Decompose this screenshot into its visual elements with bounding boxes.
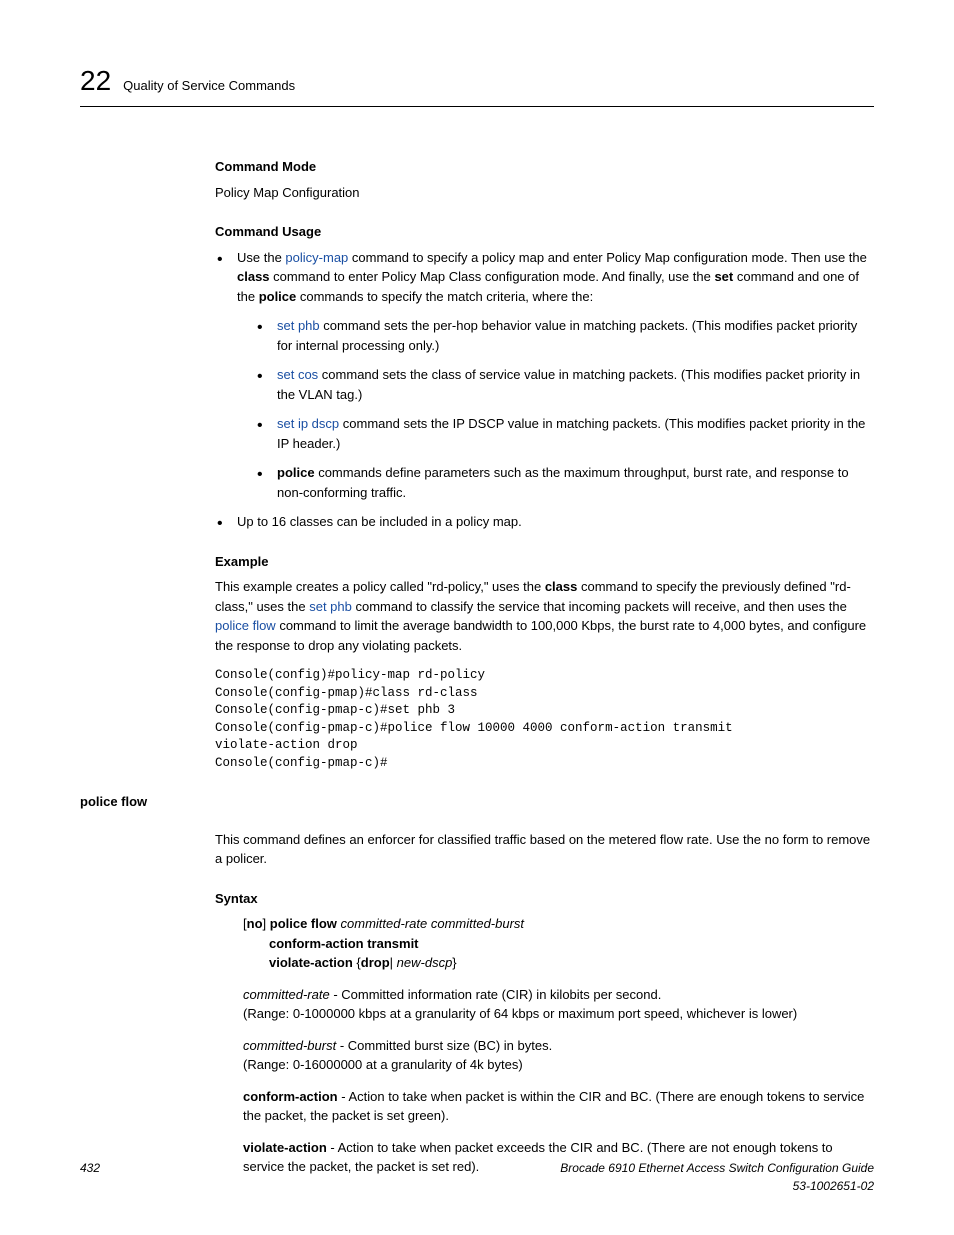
header-title: Quality of Service Commands: [123, 76, 295, 96]
chapter-number: 22: [80, 60, 111, 102]
text: commands define parameters such as the m…: [277, 465, 849, 500]
police-flow-link[interactable]: police flow: [215, 618, 276, 633]
param-committed-burst: committed-burst - Committed burst size (…: [243, 1036, 874, 1075]
text: command to specify a policy map and ente…: [348, 250, 867, 265]
syntax-block: [no] police flow committed-rate committe…: [243, 914, 874, 973]
sub-item: police commands define parameters such a…: [255, 463, 874, 502]
text: class: [237, 269, 270, 284]
police-flow-content: This command defines an enforcer for cla…: [215, 830, 874, 1177]
param-range: (Range: 0-16000000 at a granularity of 4…: [243, 1057, 523, 1072]
text: police flow: [270, 916, 337, 931]
param-committed-rate: committed-rate - Committed information r…: [243, 985, 874, 1024]
set-ip-dscp-link[interactable]: set ip dscp: [277, 416, 339, 431]
text: no: [247, 916, 263, 931]
text: command sets the per-hop behavior value …: [277, 318, 857, 353]
text: commands to specify the match criteria, …: [296, 289, 593, 304]
usage-item-2: Up to 16 classes can be included in a po…: [215, 512, 874, 532]
text: police: [259, 289, 297, 304]
syntax-line-3: violate-action {drop| new-dscp}: [269, 953, 874, 973]
page-number: 432: [80, 1159, 100, 1195]
text: drop: [361, 955, 390, 970]
policy-map-link[interactable]: policy-map: [285, 250, 348, 265]
param-name: committed-rate: [243, 987, 330, 1002]
command-mode-text: Policy Map Configuration: [215, 183, 874, 203]
text: command sets the IP DSCP value in matchi…: [277, 416, 865, 451]
main-content: Command Mode Policy Map Configuration Co…: [215, 157, 874, 772]
page-footer: 432 Brocade 6910 Ethernet Access Switch …: [80, 1159, 874, 1195]
sub-item: set ip dscp command sets the IP DSCP val…: [255, 414, 874, 453]
footer-title: Brocade 6910 Ethernet Access Switch Conf…: [560, 1159, 874, 1177]
syntax-heading: Syntax: [215, 889, 874, 909]
set-phb-link-2[interactable]: set phb: [309, 599, 352, 614]
sub-item: set cos command sets the class of servic…: [255, 365, 874, 404]
text: set: [714, 269, 733, 284]
example-code: Console(config)#policy-map rd-policy Con…: [215, 667, 874, 772]
text: ]: [263, 916, 270, 931]
syntax-line-1: [no] police flow committed-rate committe…: [243, 914, 874, 934]
text: class: [545, 579, 578, 594]
set-phb-link[interactable]: set phb: [277, 318, 320, 333]
param-name: conform-action: [243, 1089, 338, 1104]
param-desc: - Committed information rate (CIR) in ki…: [330, 987, 662, 1002]
command-mode-heading: Command Mode: [215, 157, 874, 177]
param-name: violate-action: [243, 1140, 327, 1155]
syntax-line-2: conform-action transmit: [269, 934, 874, 954]
param-name: committed-burst: [243, 1038, 336, 1053]
command-usage-heading: Command Usage: [215, 222, 874, 242]
text: new-dscp: [397, 955, 453, 970]
param-desc: - Committed burst size (BC) in bytes.: [336, 1038, 552, 1053]
text: command sets the class of service value …: [277, 367, 860, 402]
text: police: [277, 465, 315, 480]
param-conform-action: conform-action - Action to take when pac…: [243, 1087, 874, 1126]
police-flow-heading: police flow: [80, 792, 874, 812]
police-flow-intro: This command defines an enforcer for cla…: [215, 830, 874, 869]
text: command to classify the service that inc…: [352, 599, 847, 614]
page-header: 22 Quality of Service Commands: [80, 60, 874, 107]
text: Use the: [237, 250, 285, 265]
text: {: [353, 955, 361, 970]
text: This example creates a policy called "rd…: [215, 579, 545, 594]
set-cos-link[interactable]: set cos: [277, 367, 318, 382]
text: }: [452, 955, 456, 970]
example-text: This example creates a policy called "rd…: [215, 577, 874, 655]
text: committed-rate committed-burst: [337, 916, 524, 931]
footer-right: Brocade 6910 Ethernet Access Switch Conf…: [560, 1159, 874, 1195]
text: conform-action transmit: [269, 936, 419, 951]
example-heading: Example: [215, 552, 874, 572]
sub-item: set phb command sets the per-hop behavio…: [255, 316, 874, 355]
text: command to limit the average bandwidth t…: [215, 618, 866, 653]
usage-sublist: set phb command sets the per-hop behavio…: [255, 316, 874, 502]
footer-docnum: 53-1002651-02: [560, 1177, 874, 1195]
usage-list: Use the policy-map command to specify a …: [215, 248, 874, 532]
text: violate-action: [269, 955, 353, 970]
usage-item-1: Use the policy-map command to specify a …: [215, 248, 874, 503]
param-range: (Range: 0-1000000 kbps at a granularity …: [243, 1006, 797, 1021]
text: |: [390, 955, 397, 970]
text: command to enter Policy Map Class config…: [270, 269, 715, 284]
